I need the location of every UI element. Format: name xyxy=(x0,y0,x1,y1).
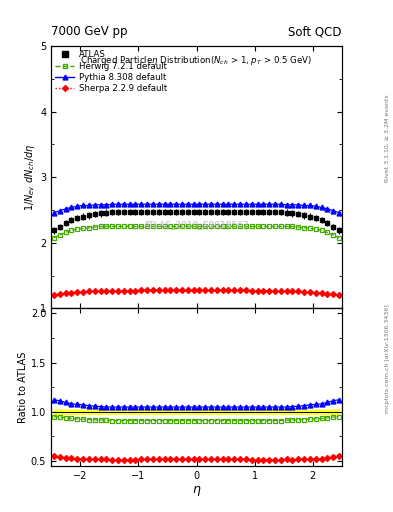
Text: Charged Particle$\eta$ Distribution($N_{ch}$ > 1, $p_T$ > 0.5 GeV): Charged Particle$\eta$ Distribution($N_{… xyxy=(81,54,312,67)
Legend: ATLAS, Herwig 7.2.1 default, Pythia 8.308 default, Sherpa 2.2.9 default: ATLAS, Herwig 7.2.1 default, Pythia 8.30… xyxy=(54,49,169,95)
Y-axis label: $1/N_{ev}\ dN_{ch}/d\eta$: $1/N_{ev}\ dN_{ch}/d\eta$ xyxy=(23,143,37,211)
X-axis label: $\eta$: $\eta$ xyxy=(192,483,201,498)
Text: Soft QCD: Soft QCD xyxy=(288,26,342,38)
Text: mcplots.cern.ch [arXiv:1306.3436]: mcplots.cern.ch [arXiv:1306.3436] xyxy=(385,304,389,413)
Text: Rivet 3.1.10, ≥ 3.2M events: Rivet 3.1.10, ≥ 3.2M events xyxy=(385,94,389,182)
Text: 7000 GeV pp: 7000 GeV pp xyxy=(51,26,128,38)
Text: ATLAS_2010_S8918562: ATLAS_2010_S8918562 xyxy=(144,220,249,229)
Y-axis label: Ratio to ATLAS: Ratio to ATLAS xyxy=(18,352,28,423)
